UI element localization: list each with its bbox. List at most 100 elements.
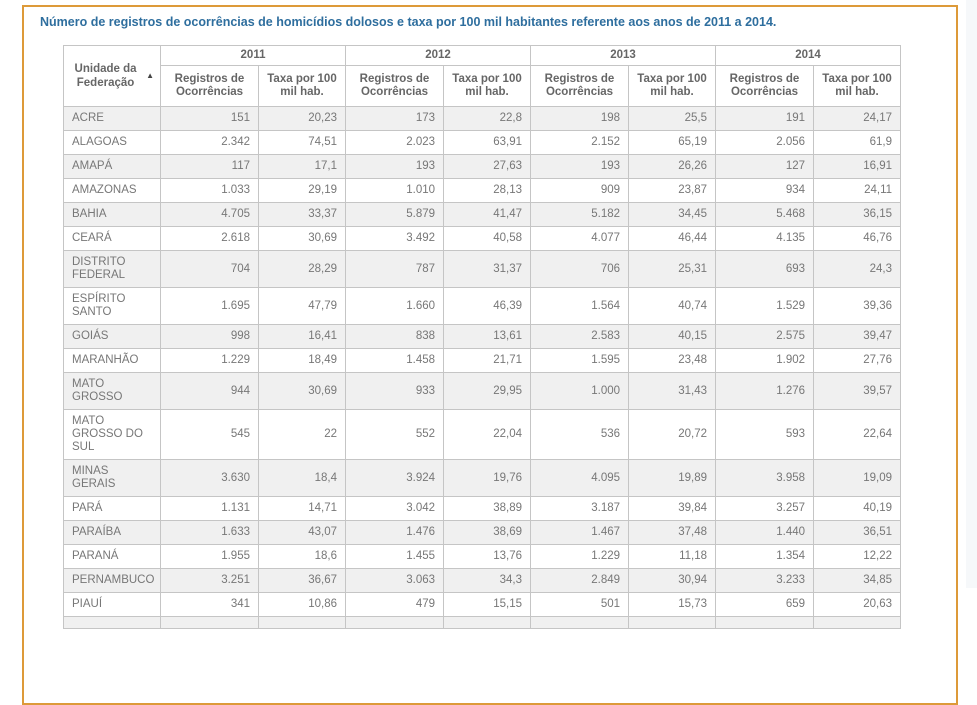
table-row: PERNAMBUCO 3.251 36,67 3.063 34,3 2.849 30,94 3… — [63, 568, 902, 593]
value-cell: 944 — [160, 372, 259, 410]
year-header-2012: 2012 — [345, 45, 532, 66]
value-cell: 1.595 — [530, 348, 630, 373]
value-cell: 191 — [715, 106, 815, 131]
value-cell: 36,15 — [813, 202, 902, 227]
value-cell: 1.458 — [345, 348, 445, 373]
value-cell: 5.468 — [715, 202, 815, 227]
value-cell: 5.879 — [345, 202, 445, 227]
subheader-registros-2012[interactable]: Registros de Ocorrências — [345, 65, 445, 107]
value-cell: 193 — [530, 154, 630, 179]
subheader-taxa-2014[interactable]: Taxa por 100 mil hab. — [813, 65, 902, 107]
table-row: AMAZONAS 1.033 29,19 1.010 28,13 909 23,87 934 2… — [63, 178, 902, 203]
right-gutter — [966, 0, 977, 588]
value-cell: 39,57 — [813, 372, 902, 410]
value-cell: 13,76 — [443, 544, 532, 569]
table-row: PARANÁ 1.955 18,6 1.455 13,76 1.229 11,18 1.354… — [63, 544, 902, 569]
value-cell: 1.229 — [530, 544, 630, 569]
value-cell: 39,36 — [813, 287, 902, 325]
subheader-taxa-2012[interactable]: Taxa por 100 mil hab. — [443, 65, 532, 107]
value-cell: 706 — [530, 250, 630, 288]
value-cell: 23,87 — [628, 178, 717, 203]
value-cell: 27,63 — [443, 154, 532, 179]
table-row: AMAPÁ 117 17,1 193 27,63 193 26,26 127 16,91 — [63, 154, 902, 179]
value-cell: 341 — [160, 592, 259, 617]
value-cell: 12,22 — [813, 544, 902, 569]
uf-cell: MATO GROSSO DO SUL — [63, 409, 161, 460]
value-cell: 47,79 — [257, 287, 347, 325]
uf-cell: GOIÁS — [63, 324, 161, 349]
value-cell: 31,43 — [628, 372, 717, 410]
value-cell: 30,94 — [628, 568, 717, 593]
value-cell: 704 — [160, 250, 259, 288]
value-cell: 3.492 — [345, 226, 445, 251]
value-cell: 1.476 — [345, 520, 445, 545]
uf-column-header[interactable]: Unidade da Federação ▲ — [63, 45, 161, 107]
subheader-registros-2011[interactable]: Registros de Ocorrências — [160, 65, 259, 107]
value-cell: 28,13 — [443, 178, 532, 203]
value-cell: 17,1 — [257, 154, 347, 179]
subheader-registros-2013[interactable]: Registros de Ocorrências — [530, 65, 630, 107]
table-row: ALAGOAS 2.342 74,51 2.023 63,91 2.152 65,19 2.0… — [63, 130, 902, 155]
value-cell: 5.182 — [530, 202, 630, 227]
value-cell: 1.660 — [345, 287, 445, 325]
value-cell: 19,09 — [813, 459, 902, 497]
value-cell: 10,86 — [257, 592, 347, 617]
value-cell: 552 — [345, 409, 445, 460]
value-cell: 19,89 — [628, 459, 717, 497]
value-cell: 38,69 — [443, 520, 532, 545]
value-cell: 18,4 — [257, 459, 347, 497]
value-cell: 3.924 — [345, 459, 445, 497]
value-cell: 1.564 — [530, 287, 630, 325]
value-cell: 1.229 — [160, 348, 259, 373]
value-cell: 2.056 — [715, 130, 815, 155]
value-cell: 22 — [257, 409, 347, 460]
uf-cell: BAHIA — [63, 202, 161, 227]
value-cell: 117 — [160, 154, 259, 179]
value-cell: 4.077 — [530, 226, 630, 251]
uf-cell: PARANÁ — [63, 544, 161, 569]
value-cell: 31,37 — [443, 250, 532, 288]
value-cell: 1.354 — [715, 544, 815, 569]
value-cell: 24,11 — [813, 178, 902, 203]
sub-header-row: Registros de Ocorrências Taxa por 100 mi… — [64, 65, 902, 107]
value-cell: 1.131 — [160, 496, 259, 521]
value-cell: 1.440 — [715, 520, 815, 545]
value-cell: 65,19 — [628, 130, 717, 155]
value-cell: 3.251 — [160, 568, 259, 593]
value-cell — [530, 616, 630, 629]
value-cell: 1.000 — [530, 372, 630, 410]
value-cell: 2.152 — [530, 130, 630, 155]
value-cell: 934 — [715, 178, 815, 203]
value-cell: 3.042 — [345, 496, 445, 521]
value-cell: 787 — [345, 250, 445, 288]
value-cell: 43,07 — [257, 520, 347, 545]
uf-cell: AMAZONAS — [63, 178, 161, 203]
value-cell: 37,48 — [628, 520, 717, 545]
subheader-taxa-2011[interactable]: Taxa por 100 mil hab. — [257, 65, 347, 107]
value-cell: 40,15 — [628, 324, 717, 349]
content-panel: Número de registros de ocorrências de ho… — [22, 5, 958, 705]
value-cell: 27,76 — [813, 348, 902, 373]
value-cell: 46,44 — [628, 226, 717, 251]
value-cell: 34,45 — [628, 202, 717, 227]
value-cell: 1.010 — [345, 178, 445, 203]
value-cell: 25,5 — [628, 106, 717, 131]
value-cell: 545 — [160, 409, 259, 460]
value-cell: 11,18 — [628, 544, 717, 569]
value-cell: 14,71 — [257, 496, 347, 521]
subheader-taxa-2013[interactable]: Taxa por 100 mil hab. — [628, 65, 717, 107]
value-cell — [63, 616, 161, 629]
value-cell: 1.633 — [160, 520, 259, 545]
value-cell: 33,37 — [257, 202, 347, 227]
value-cell: 3.958 — [715, 459, 815, 497]
uf-cell: PARAÍBA — [63, 520, 161, 545]
subheader-registros-2014[interactable]: Registros de Ocorrências — [715, 65, 815, 107]
value-cell: 1.033 — [160, 178, 259, 203]
value-cell: 13,61 — [443, 324, 532, 349]
value-cell — [813, 616, 902, 629]
value-cell: 16,41 — [257, 324, 347, 349]
uf-cell: PERNAMBUCO — [63, 568, 161, 593]
value-cell: 16,91 — [813, 154, 902, 179]
value-cell: 23,48 — [628, 348, 717, 373]
value-cell: 22,64 — [813, 409, 902, 460]
